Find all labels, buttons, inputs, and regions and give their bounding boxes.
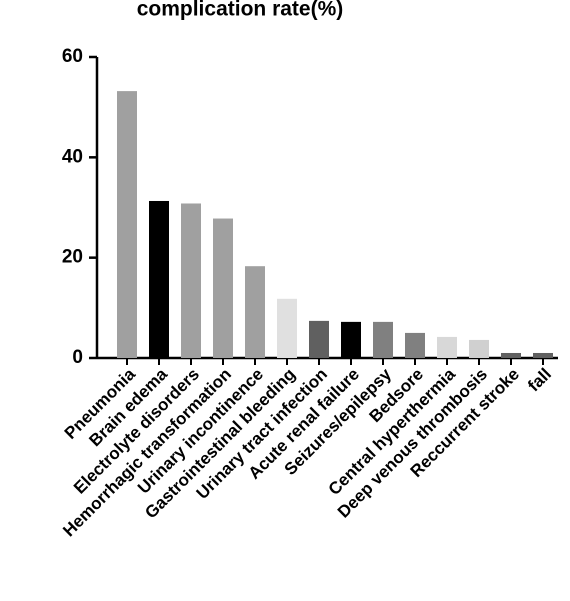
x-tick-label: fall (524, 365, 555, 396)
y-tick-label: 20 (62, 247, 83, 268)
bar (501, 352, 521, 358)
y-tick-label: 40 (62, 146, 83, 167)
bar (181, 203, 201, 358)
bar (245, 266, 265, 358)
bar (213, 218, 233, 358)
y-tick-label: 0 (72, 347, 83, 368)
bar (373, 321, 393, 358)
bar (533, 352, 553, 358)
bar (117, 91, 137, 358)
bar (341, 321, 361, 358)
y-tick-label: 60 (62, 46, 83, 67)
bar (437, 336, 457, 358)
bar (149, 200, 169, 358)
bar (277, 298, 297, 358)
bar (405, 332, 425, 358)
bar (469, 339, 489, 358)
bar (309, 320, 329, 358)
chart-title: complication rate(%) (137, 0, 344, 21)
